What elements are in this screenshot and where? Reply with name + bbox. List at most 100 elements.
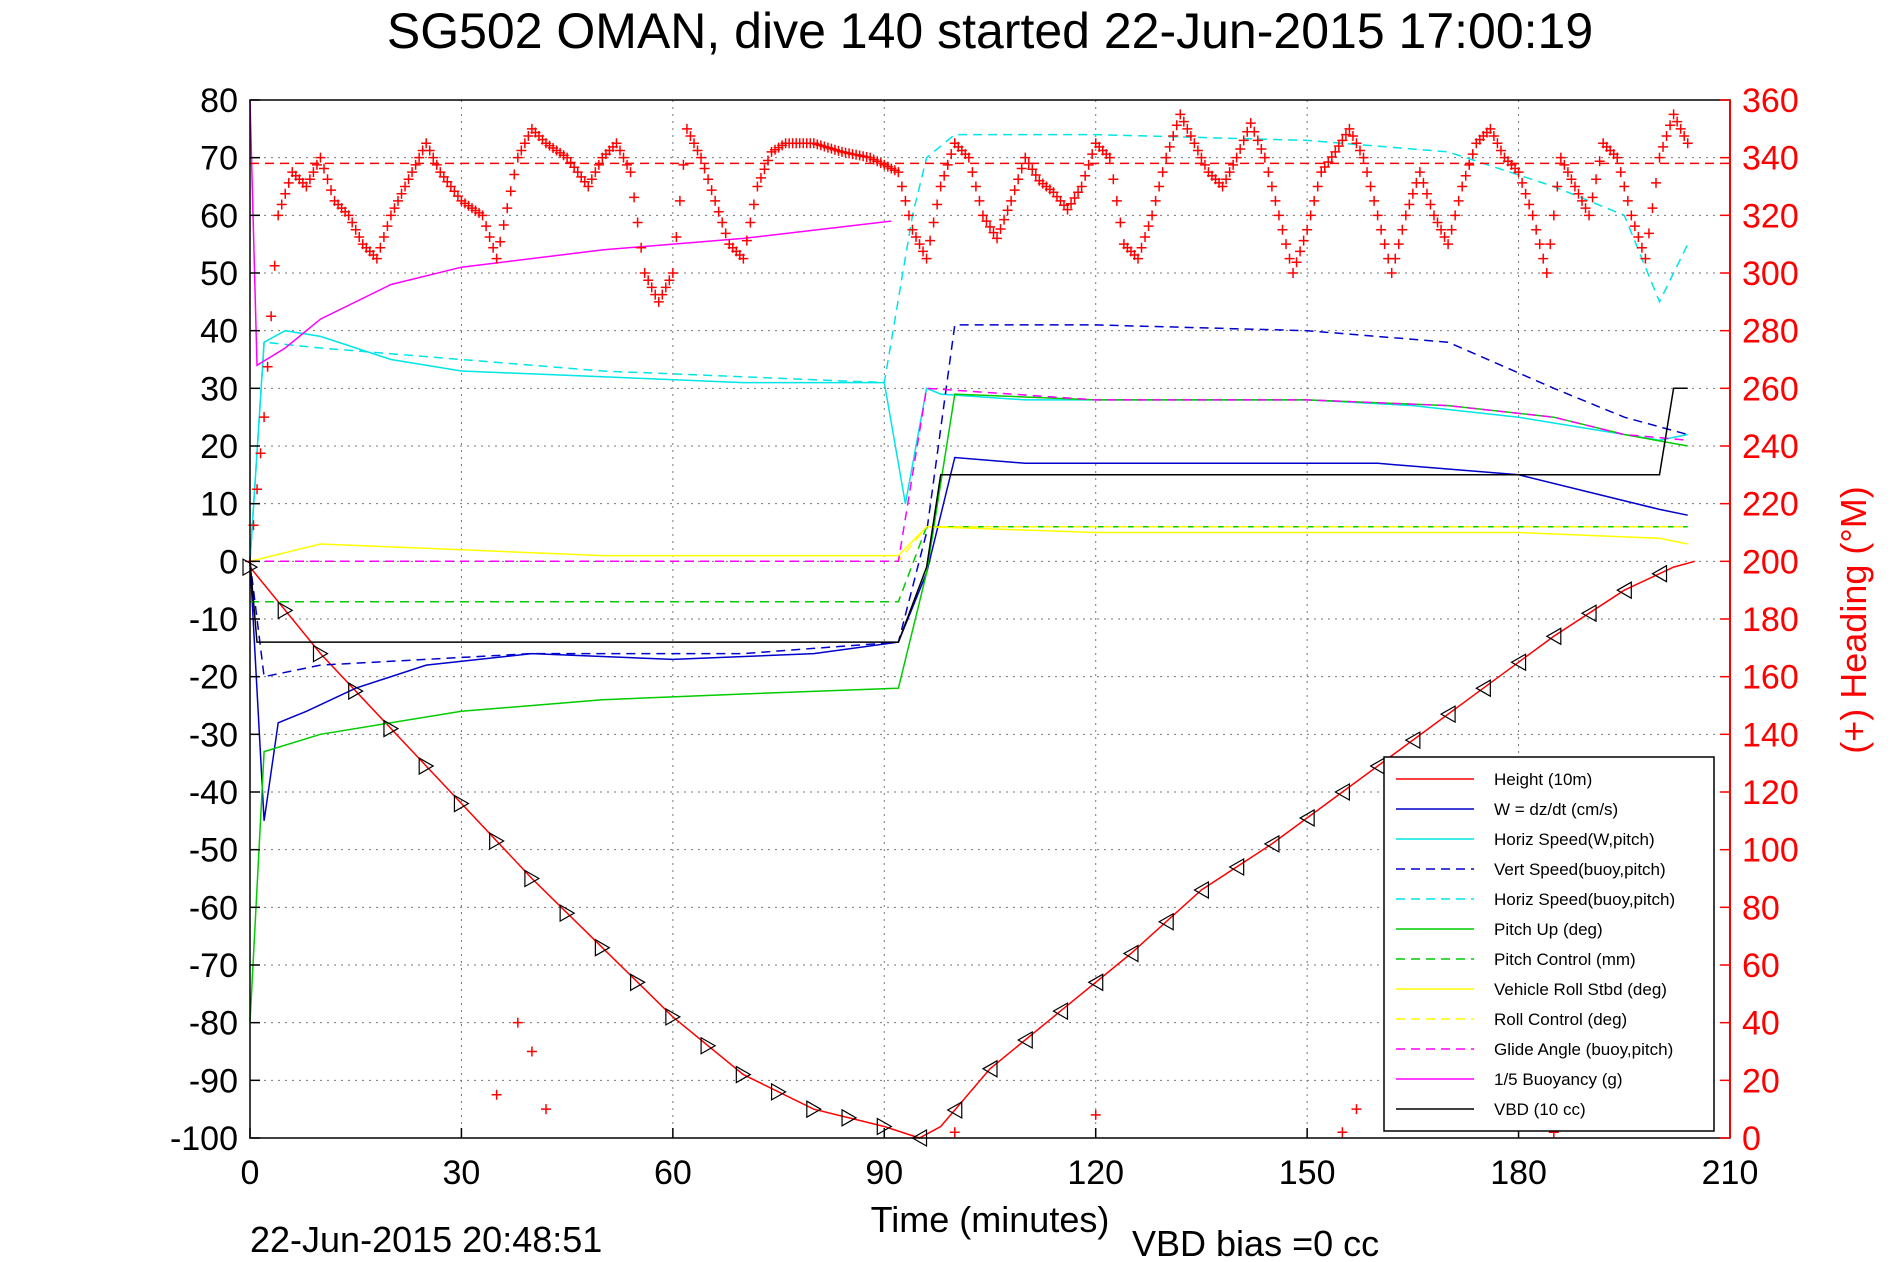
heading-point <box>1675 123 1686 134</box>
heading-point <box>1228 159 1239 170</box>
heading-point <box>949 1127 960 1138</box>
heading-point <box>1369 195 1380 206</box>
heading-point <box>385 210 396 221</box>
heading-point <box>259 412 270 423</box>
heading-point <box>400 181 411 192</box>
heading-point <box>1393 239 1404 250</box>
heading-point <box>1330 146 1341 157</box>
y-tick-label: -90 <box>189 1062 238 1100</box>
heading-point <box>1446 224 1457 235</box>
heading-point <box>509 169 520 180</box>
heading-point <box>1654 152 1665 163</box>
heading-point <box>1009 185 1020 196</box>
heading-point <box>1577 195 1587 206</box>
heading-point <box>1087 149 1098 160</box>
heading-point <box>1379 239 1390 250</box>
heading-point <box>918 246 929 257</box>
height-marker <box>1122 944 1139 963</box>
series-line <box>249 387 1688 643</box>
heading-point <box>428 152 439 163</box>
heading-point <box>1185 131 1196 142</box>
heading-point <box>1154 181 1165 192</box>
heading-point <box>710 195 721 206</box>
y-axis-right-label: (+) Heading (°M) <box>1833 486 1874 753</box>
heading-point <box>900 195 911 206</box>
heading-point <box>752 181 763 192</box>
heading-point <box>1622 195 1633 206</box>
series-line <box>249 133 1689 562</box>
series-line <box>249 99 892 367</box>
heading-point <box>717 217 728 228</box>
heading-point <box>1658 141 1669 152</box>
legend-label: Horiz Speed(buoy,pitch) <box>1494 890 1675 909</box>
heading-point <box>326 185 337 196</box>
height-marker <box>700 1036 717 1055</box>
heading-point <box>689 138 699 149</box>
heading-point <box>632 217 643 228</box>
heading-point <box>1569 181 1580 192</box>
heading-point <box>1436 224 1447 235</box>
heading-point <box>1108 174 1119 185</box>
legend: Height (10m) W = dz/dt (cm/s) Horiz Speed(… <box>1383 756 1715 1132</box>
legend-label: Glide Angle (buoy,pitch) <box>1494 1040 1673 1059</box>
heading-point <box>685 131 696 142</box>
y-right-tick-label: 180 <box>1742 601 1799 639</box>
heading-point <box>1552 181 1563 192</box>
heading-point <box>1309 195 1320 206</box>
heading-point <box>1665 120 1676 131</box>
height-marker <box>981 1059 998 1078</box>
heading-point <box>1259 152 1270 163</box>
heading-point <box>896 181 907 192</box>
heading-point <box>1640 253 1651 264</box>
heading-point <box>1182 123 1193 134</box>
heading-point <box>276 199 287 210</box>
heading-point <box>1199 159 1210 170</box>
heading-point <box>671 231 682 242</box>
heading-point <box>393 195 403 206</box>
heading-point <box>763 155 773 166</box>
heading-point <box>942 159 953 170</box>
heading-point <box>583 181 594 192</box>
heading-point <box>755 172 766 183</box>
height-marker <box>524 869 541 888</box>
legend-label: W = dz/dt (cm/s) <box>1494 800 1618 819</box>
heading-point <box>1513 167 1524 178</box>
heading-point <box>1270 195 1281 206</box>
footer-vbd-bias: VBD bias =0 cc <box>1132 1223 1379 1262</box>
heading-point <box>981 216 992 227</box>
height-marker <box>1616 581 1632 600</box>
height-marker <box>841 1108 858 1127</box>
heading-point <box>618 152 629 163</box>
heading-point <box>1626 210 1637 221</box>
y-tick-label: 30 <box>200 370 238 408</box>
heading-point <box>1362 167 1373 178</box>
heading-point <box>1545 239 1556 250</box>
heading-point <box>706 185 717 196</box>
heading-point <box>1263 167 1274 178</box>
heading-point <box>1016 163 1027 174</box>
heading-point <box>1104 152 1115 163</box>
heading-point <box>992 233 1003 244</box>
heading-point <box>343 210 354 221</box>
heading-point <box>932 199 943 210</box>
heading-point <box>1495 145 1506 156</box>
heading-point <box>375 242 386 253</box>
heading-point <box>1340 129 1351 140</box>
heading-point <box>1443 239 1454 250</box>
y-right-tick-label: 160 <box>1742 659 1799 697</box>
height-marker <box>1157 912 1174 931</box>
y-tick-label: 20 <box>200 428 238 466</box>
height-marker <box>1298 808 1315 827</box>
heading-point <box>593 159 604 170</box>
heading-point <box>491 253 502 264</box>
height-marker <box>1510 653 1527 672</box>
heading-point <box>1020 152 1031 163</box>
heading-point <box>1453 195 1464 206</box>
heading-point <box>269 260 280 271</box>
heading-point <box>1235 144 1246 155</box>
heading-point <box>643 275 654 286</box>
heading-point <box>674 195 685 206</box>
y-right-tick-label: 140 <box>1742 716 1799 754</box>
heading-point <box>1337 1127 1348 1138</box>
x-tick-label: 150 <box>1279 1154 1336 1192</box>
